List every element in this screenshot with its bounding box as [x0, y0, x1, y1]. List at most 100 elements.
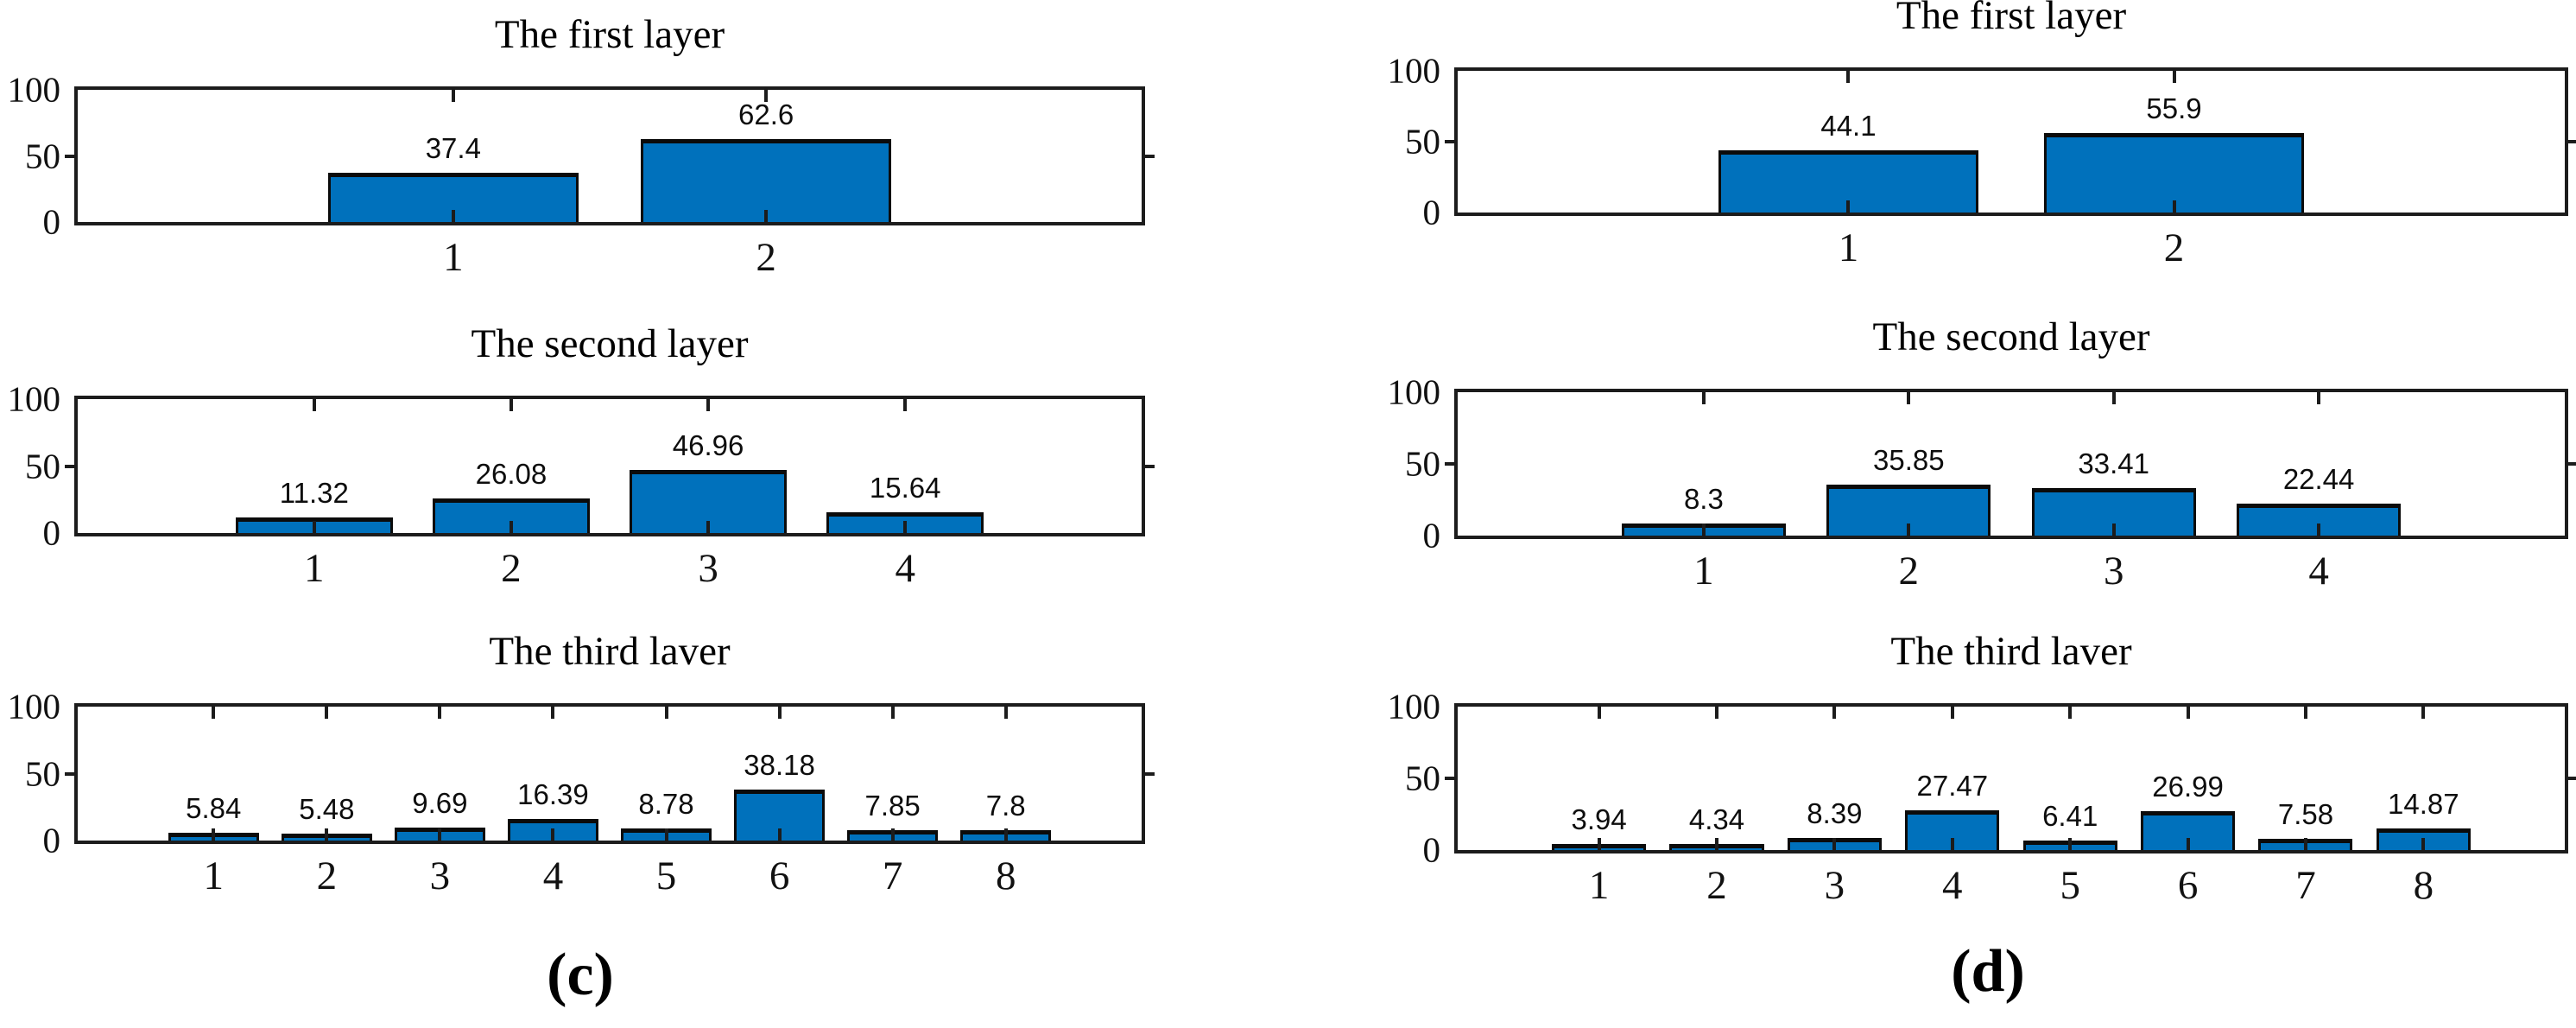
x-tick-mark-top-7	[2303, 707, 2307, 719]
bar-value-label-7: 7.85	[864, 789, 921, 822]
y-tick-label-0: 0	[42, 512, 61, 553]
y-tick-label-50: 50	[1405, 758, 1440, 798]
x-tick-label-1: 1	[304, 546, 325, 591]
bar-value-label-1: 11.32	[279, 477, 349, 510]
x-tick-mark-bottom-2	[325, 828, 329, 841]
bar-value-label-1: 3.94	[1571, 803, 1627, 836]
bar-value-label-2: 35.85	[1872, 443, 1945, 476]
y-tick-mark-left	[1445, 140, 1458, 143]
y-tick-label-0: 0	[1422, 515, 1441, 555]
y-tick-mark-right	[2565, 462, 2576, 466]
x-tick-mark-bottom-1	[1846, 200, 1851, 213]
panel-caption-c: (c)	[547, 942, 614, 1008]
x-tick-mark-top-2	[509, 399, 513, 411]
x-tick-mark-top-2	[325, 707, 329, 719]
x-tick-label-7: 7	[882, 853, 903, 898]
x-tick-mark-bottom-8	[1003, 828, 1008, 841]
x-tick-label-3: 3	[429, 853, 451, 898]
bar-value-label-8: 14.87	[2388, 788, 2459, 821]
bar-value-label-1: 5.84	[186, 791, 242, 824]
bar-value-label-2: 55.9	[2146, 92, 2202, 125]
x-tick-label-4: 4	[542, 853, 564, 898]
bar-2	[2043, 133, 2305, 213]
bar-value-label-3: 33.41	[2078, 447, 2149, 479]
y-tick-label-100: 100	[1387, 686, 1441, 727]
chart-c-first-layer: The first layer 0 50 100 37.4 1 62.6 2	[8, 15, 1155, 278]
chart-title-d-first-layer: The first layer	[1896, 0, 2127, 38]
y-tick-label-50: 50	[25, 753, 60, 793]
bar-value-label-3: 9.69	[412, 786, 468, 819]
y-tick-label-100: 100	[1387, 371, 1441, 412]
x-tick-mark-top-5	[664, 707, 668, 719]
x-tick-mark-bottom-2	[1715, 838, 1719, 850]
chart-c-third-layer: The third laver 0 50 100 5.84 1 5.48 2 9.69 3 16.3…	[8, 631, 1155, 897]
x-tick-mark-bottom-8	[2421, 838, 2426, 850]
y-tick-mark-right	[1142, 464, 1155, 468]
x-tick-mark-bottom-5	[2068, 838, 2073, 850]
chart-d-second-layer: The second layer 0 50 100 8.3 1 35.85 2 33.41 3 22…	[1388, 317, 2576, 592]
y-tick-label-0: 0	[1422, 192, 1441, 232]
x-tick-mark-top-1	[1597, 707, 1601, 719]
x-tick-mark-bottom-1	[1597, 838, 1601, 850]
panel-caption-d: (d)	[1951, 938, 2025, 1005]
y-tick-mark-left	[1445, 462, 1458, 466]
bar-value-label-4: 16.39	[517, 777, 589, 810]
x-tick-label-1: 1	[1693, 549, 1714, 593]
x-tick-label-2: 2	[316, 853, 338, 898]
bar-value-label-3: 8.39	[1807, 797, 1863, 830]
y-tick-mark-left	[1445, 777, 1458, 780]
x-tick-mark-bottom-6	[2186, 838, 2190, 850]
x-tick-mark-top-4	[903, 399, 908, 411]
bar-value-label-2: 62.6	[738, 98, 794, 131]
x-tick-mark-top-8	[1003, 707, 1008, 719]
x-tick-mark-top-6	[2186, 707, 2190, 719]
bar-2	[641, 139, 892, 222]
bar-value-label-8: 7.8	[985, 789, 1026, 822]
x-tick-mark-top-2	[1907, 392, 1911, 404]
x-tick-mark-top-2	[764, 90, 769, 102]
x-tick-label-6: 6	[769, 853, 790, 898]
x-tick-mark-bottom-2	[764, 210, 769, 222]
y-tick-mark-right	[2565, 140, 2576, 143]
x-tick-label-8: 8	[995, 853, 1016, 898]
x-tick-mark-bottom-7	[2303, 838, 2307, 850]
y-tick-mark-right	[1142, 771, 1155, 776]
y-tick-label-0: 0	[42, 820, 61, 860]
bar-value-label-6: 38.18	[744, 748, 815, 781]
x-tick-mark-bottom-4	[903, 521, 908, 533]
x-tick-label-2: 2	[1706, 863, 1727, 908]
bar-value-label-3: 46.96	[672, 429, 744, 462]
x-tick-mark-top-3	[2111, 392, 2116, 404]
chart-title-d-third-layer: The third laver	[1890, 629, 2132, 674]
x-tick-mark-top-1	[212, 707, 216, 719]
x-tick-label-3: 3	[2103, 549, 2124, 593]
x-tick-mark-top-1	[1701, 392, 1706, 404]
bar-value-label-4: 22.44	[2282, 462, 2355, 495]
x-tick-mark-bottom-2	[1907, 524, 1911, 536]
x-tick-mark-bottom-1	[212, 828, 216, 841]
y-tick-label-50: 50	[1405, 121, 1440, 162]
x-tick-mark-bottom-3	[706, 521, 711, 533]
bar-value-label-2: 26.08	[475, 457, 547, 490]
y-tick-mark-left	[65, 154, 78, 158]
x-tick-label-1: 1	[1588, 863, 1610, 908]
x-tick-label-2: 2	[2163, 225, 2185, 270]
bar-value-label-1: 8.3	[1683, 483, 1724, 516]
chart-d-third-layer: The third laver 0 50 100 3.94 1 4.34 2 8.39 3 27.4…	[1388, 631, 2576, 906]
x-tick-mark-bottom-2	[509, 521, 513, 533]
bar-value-label-7: 7.58	[2277, 798, 2334, 831]
chart-d-first-layer: The first layer 0 50 100 44.1 1 55.9 2	[1388, 0, 2576, 269]
bar-value-label-1: 37.4	[425, 131, 481, 164]
x-tick-label-4: 4	[1942, 863, 1963, 908]
x-tick-mark-top-3	[706, 399, 711, 411]
x-tick-label-4: 4	[895, 546, 915, 591]
x-tick-mark-top-4	[2317, 392, 2321, 404]
bar-value-label-1: 44.1	[1820, 109, 1877, 142]
x-tick-label-1: 1	[443, 235, 464, 280]
x-tick-mark-top-3	[1832, 707, 1837, 719]
x-tick-mark-bottom-4	[1950, 838, 1954, 850]
chart-title-c-first-layer: The first layer	[494, 12, 725, 57]
x-tick-label-6: 6	[2177, 863, 2199, 908]
y-tick-label-0: 0	[42, 201, 61, 242]
